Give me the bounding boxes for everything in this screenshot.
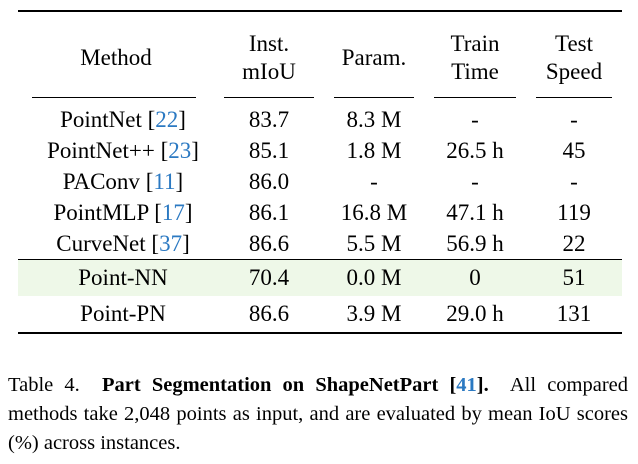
cell-train: 26.5 h <box>446 137 504 163</box>
cell-train: 56.9 h <box>446 230 504 256</box>
table-row: Point-PN 86.6 3.9 M 29.0 h 131 <box>18 296 622 333</box>
cell-miou: 86.0 <box>248 168 290 194</box>
cell-test: 45 <box>562 137 586 163</box>
cell-miou: 83.7 <box>248 106 290 132</box>
citation-link[interactable]: 23 <box>168 137 192 163</box>
cell-miou: 85.1 <box>248 137 290 163</box>
cell-method: CurveNet [37] <box>56 230 190 256</box>
results-table: Method Inst. mIoU Param. Train Time Test Sp… <box>18 10 622 334</box>
cell-param: 8.3 M <box>346 106 402 132</box>
header-inst-miou: Inst. mIoU <box>214 11 324 104</box>
citation-link[interactable]: 17 <box>161 199 185 225</box>
header-train-time: Train Time <box>424 11 526 104</box>
cell-test: 131 <box>556 301 592 327</box>
header-test-speed: Test Speed <box>526 11 622 104</box>
caption-label: Table 4. <box>8 374 80 396</box>
cell-param: 5.5 M <box>346 230 402 256</box>
cell-miou: 86.1 <box>248 199 290 225</box>
cell-method: Point-NN <box>18 259 214 296</box>
method-name: PointNet++ <box>47 137 155 163</box>
method-name: Point-NN <box>78 265 168 291</box>
cell-train: - <box>471 106 479 132</box>
cell-test: - <box>570 168 578 194</box>
cell-method: PointNet++ [23] <box>47 137 199 163</box>
caption-body: All compared methods take 2,048 points a… <box>8 374 629 455</box>
ours-rows: Point-NN 70.4 0.0 M 0 51 Point-PN 86.6 3.9 M 29.… <box>18 259 622 333</box>
cell-train: 29.0 h <box>446 301 504 327</box>
cell-test: 22 <box>562 230 586 256</box>
cell-miou: 86.6 <box>248 301 290 327</box>
cell-param: 16.8 M <box>340 199 408 225</box>
header-method: Method <box>18 11 214 104</box>
table-row: Point-NN 70.4 0.0 M 0 51 <box>18 259 622 296</box>
cell-param: 1.8 M <box>346 137 402 163</box>
method-name: PointMLP <box>53 199 149 225</box>
cell-test: - <box>570 106 578 132</box>
cell-train: - <box>471 168 479 194</box>
citation-link[interactable]: 22 <box>155 106 179 132</box>
method-name: CurveNet <box>56 230 146 256</box>
caption-ref-link[interactable]: 41 <box>456 374 477 396</box>
cell-test: 51 <box>526 259 622 296</box>
header-param: Param. <box>324 11 424 104</box>
cell-miou: 86.6 <box>248 230 290 256</box>
table-row: CurveNet [37] 86.6 5.5 M 56.9 h 22 <box>18 228 622 260</box>
cell-param: 3.9 M <box>346 301 402 327</box>
table-row: PointNet++ [23] 85.1 1.8 M 26.5 h 45 <box>18 135 622 166</box>
cell-method: PointMLP [17] <box>53 199 193 225</box>
cell-test: 119 <box>557 199 591 225</box>
table-row: PAConv [11] 86.0 - - - <box>18 166 622 197</box>
cell-method: PAConv [11] <box>62 168 184 194</box>
cell-param: 0.0 M <box>324 259 424 296</box>
cell-param: - <box>370 168 378 194</box>
method-name: PointNet <box>60 106 142 132</box>
table-row: PointMLP [17] 86.1 16.8 M 47.1 h 119 <box>18 197 622 228</box>
caption-title: Part Segmentation on ShapeNetPart [41]. <box>102 374 489 396</box>
cell-method: Point-PN <box>18 296 214 333</box>
cell-miou: 70.4 <box>214 259 324 296</box>
cell-method: PointNet [22] <box>60 106 186 132</box>
method-name: Point-PN <box>80 301 166 327</box>
baseline-rows: PointNet [22] 83.7 8.3 M - - PointNet++ [23] 8… <box>18 104 622 260</box>
table-caption: Table 4. Part Segmentation on ShapeNetPa… <box>8 371 628 458</box>
method-name: PAConv <box>62 168 140 194</box>
citation-link[interactable]: 37 <box>159 230 183 256</box>
cell-train: 47.1 h <box>446 199 504 225</box>
cell-train: 0 <box>424 259 526 296</box>
citation-link[interactable]: 11 <box>153 168 176 194</box>
table-row: PointNet [22] 83.7 8.3 M - - <box>18 104 622 135</box>
